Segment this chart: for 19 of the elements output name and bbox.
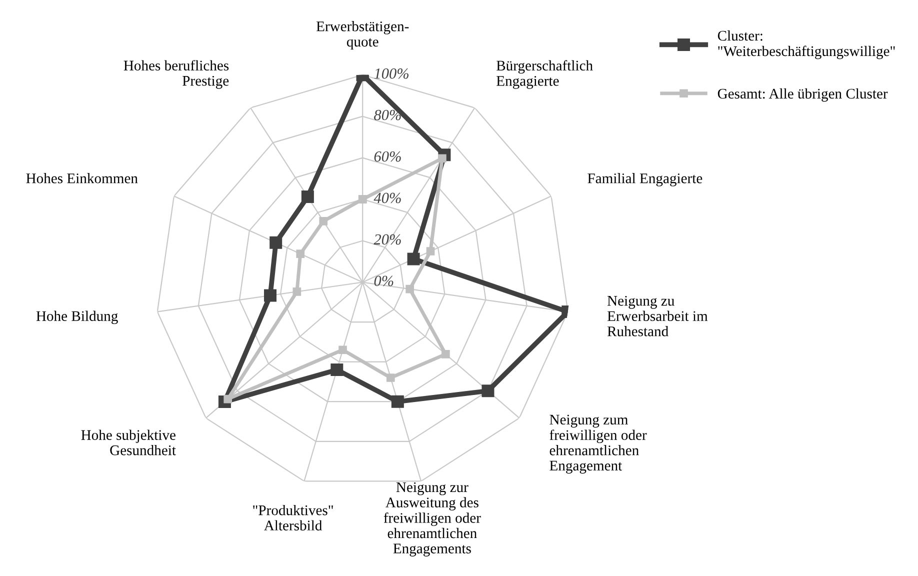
spoke-label: Hohe subjektive Gesundheit bbox=[81, 430, 176, 456]
spoke-label: Erwerbstätigen- quote bbox=[316, 21, 409, 50]
spoke-label: Neigung zu Erwerbsarbeit im Ruhestand bbox=[607, 296, 708, 336]
y-tick-label: 0% bbox=[374, 276, 394, 286]
spoke-label: Familial Engagierte bbox=[588, 173, 702, 186]
spoke-label: Hohe Bildung bbox=[36, 310, 118, 324]
spoke-label: "Produktives" Altersbild bbox=[253, 504, 333, 530]
spoke-label: Neigung zum freiwilligen oder ehrenamtlichen Engagement bbox=[550, 414, 647, 474]
y-tick-label: 60% bbox=[374, 151, 401, 162]
y-tick-label: 80% bbox=[374, 110, 401, 120]
y-tick-label: 20% bbox=[374, 234, 401, 245]
spoke-label: Hohes berufliches Prestige bbox=[124, 60, 229, 89]
spoke-label: Neigung zur Ausweitung des freiwilligen oder ehrenamtlichen Engagements bbox=[384, 482, 481, 556]
legend-label: Cluster: "Weiterbeschäftigungswillige" bbox=[718, 30, 895, 60]
spoke-label: Hohes Einkommen bbox=[26, 173, 138, 184]
y-tick-label: 100% bbox=[374, 68, 408, 79]
legend-label: Gesamt: Alle übrigen Cluster bbox=[718, 88, 888, 102]
y-tick-label: 40% bbox=[374, 192, 401, 204]
spoke-label: Bürgerschaftlich Engagierte bbox=[496, 60, 593, 89]
